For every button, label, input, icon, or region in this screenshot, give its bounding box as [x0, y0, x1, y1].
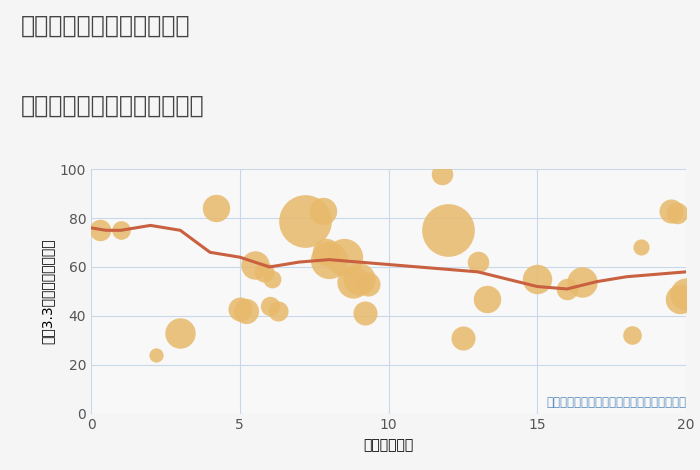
Point: [359, 310, 370, 317]
Point: [249, 261, 260, 268]
Point: [115, 227, 126, 234]
Point: [671, 210, 682, 217]
Point: [472, 258, 483, 266]
Point: [561, 285, 573, 293]
Point: [175, 329, 186, 337]
Point: [362, 280, 373, 288]
Point: [532, 275, 543, 283]
Point: [353, 275, 364, 283]
Point: [576, 278, 587, 285]
Point: [442, 227, 454, 234]
Text: 三重県多気郡大台町江馬の: 三重県多気郡大台町江馬の: [21, 14, 190, 38]
Point: [680, 290, 692, 298]
Point: [338, 253, 349, 261]
Point: [323, 256, 335, 263]
Point: [150, 351, 162, 359]
Point: [437, 170, 448, 178]
Point: [481, 295, 492, 303]
Point: [94, 227, 106, 234]
X-axis label: 駅距離（分）: 駅距離（分）: [363, 438, 414, 452]
Point: [675, 295, 686, 303]
Point: [240, 307, 251, 315]
Y-axis label: 坪（3.3㎡）単価（万円）: 坪（3.3㎡）単価（万円）: [40, 239, 54, 344]
Point: [666, 207, 677, 214]
Point: [636, 243, 647, 251]
Point: [347, 278, 358, 285]
Point: [258, 268, 269, 275]
Point: [234, 305, 246, 312]
Text: 円の大きさは、取引のあった物件面積を示す: 円の大きさは、取引のあった物件面積を示す: [546, 396, 686, 409]
Point: [317, 207, 328, 214]
Point: [300, 217, 311, 224]
Point: [457, 334, 468, 342]
Point: [267, 275, 278, 283]
Point: [321, 249, 332, 256]
Point: [210, 204, 221, 212]
Point: [264, 302, 275, 310]
Text: 駅距離別中古マンション価格: 駅距離別中古マンション価格: [21, 94, 204, 118]
Point: [273, 307, 284, 315]
Point: [626, 332, 638, 339]
